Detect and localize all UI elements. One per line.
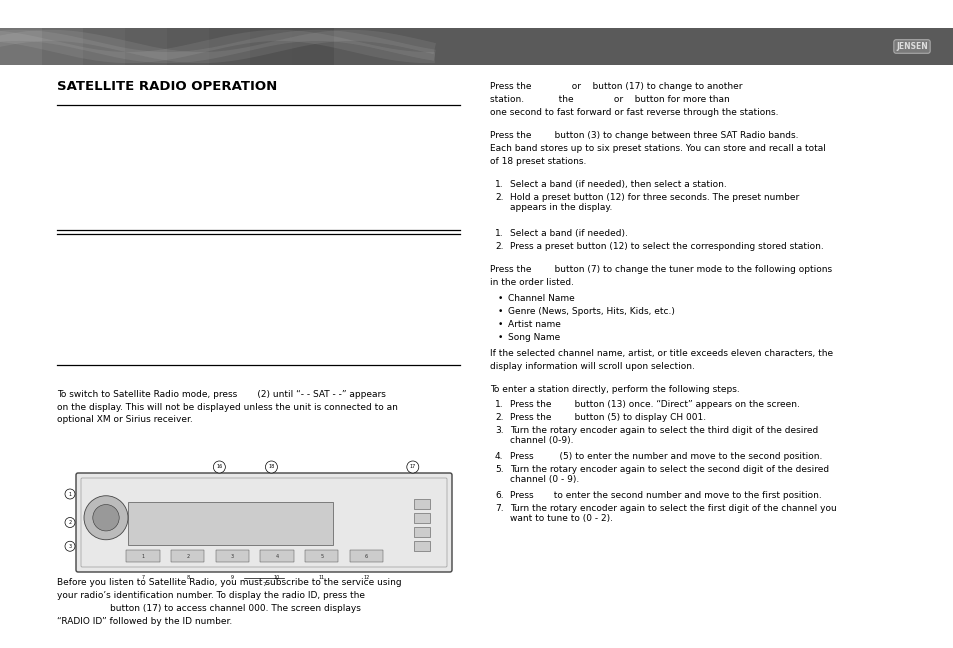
Bar xyxy=(349,550,383,562)
Text: Press a preset button (12) to select the corresponding stored station.: Press a preset button (12) to select the… xyxy=(510,242,822,251)
Text: If the selected channel name, artist, or title exceeds eleven characters, the: If the selected channel name, artist, or… xyxy=(490,349,832,358)
Text: 1: 1 xyxy=(69,491,71,496)
Text: 17: 17 xyxy=(409,465,416,470)
Text: Press the        button (3) to change between three SAT Radio bands.: Press the button (3) to change between t… xyxy=(490,131,798,140)
Text: 1.: 1. xyxy=(495,180,503,189)
Text: one second to fast forward or fast reverse through the stations.: one second to fast forward or fast rever… xyxy=(490,108,778,117)
Text: Press the        button (5) to display CH 001.: Press the button (5) to display CH 001. xyxy=(510,413,705,422)
Bar xyxy=(305,550,338,562)
Text: SATELLITE RADIO OPERATION: SATELLITE RADIO OPERATION xyxy=(57,80,277,93)
Bar xyxy=(167,28,209,65)
Bar xyxy=(414,526,430,537)
Text: 5.: 5. xyxy=(495,465,503,474)
Text: 7: 7 xyxy=(141,575,145,580)
Text: 2.: 2. xyxy=(495,413,503,422)
Circle shape xyxy=(84,496,128,540)
Text: 6.: 6. xyxy=(495,491,503,500)
Bar xyxy=(414,513,430,522)
Circle shape xyxy=(406,461,418,473)
Text: •: • xyxy=(497,307,503,316)
Bar xyxy=(260,550,294,562)
Text: •: • xyxy=(497,294,503,303)
Text: 3: 3 xyxy=(69,544,71,549)
Text: of 18 preset stations.: of 18 preset stations. xyxy=(490,157,586,166)
Text: Select a band (if needed), then select a station.: Select a band (if needed), then select a… xyxy=(510,180,726,189)
Text: 6: 6 xyxy=(364,553,368,559)
Text: 2.: 2. xyxy=(495,193,503,202)
Bar xyxy=(83,28,125,65)
Text: 2: 2 xyxy=(69,520,71,525)
Circle shape xyxy=(65,489,75,499)
Text: 4: 4 xyxy=(275,553,278,559)
Text: Turn the rotary encoder again to select the third digit of the desired
channel (: Turn the rotary encoder again to select … xyxy=(510,426,818,445)
Text: Before you listen to Satellite Radio, you must subscribe to the service using: Before you listen to Satellite Radio, yo… xyxy=(57,578,401,587)
Circle shape xyxy=(65,541,75,551)
Text: 11: 11 xyxy=(318,575,324,580)
Text: display information will scroll upon selection.: display information will scroll upon sel… xyxy=(490,362,694,371)
Text: Genre (News, Sports, Hits, Kids, etc.): Genre (News, Sports, Hits, Kids, etc.) xyxy=(507,307,674,316)
Text: 2: 2 xyxy=(186,553,189,559)
Text: 8: 8 xyxy=(186,575,189,580)
Bar xyxy=(42,28,83,65)
Text: Press the              or    button (17) to change to another: Press the or button (17) to change to an… xyxy=(490,82,741,91)
Bar xyxy=(126,550,160,562)
FancyBboxPatch shape xyxy=(76,473,452,572)
Text: 16: 16 xyxy=(216,465,222,470)
Bar xyxy=(171,550,204,562)
Bar xyxy=(209,28,250,65)
Text: Press         (5) to enter the number and move to the second position.: Press (5) to enter the number and move t… xyxy=(510,452,821,461)
Bar xyxy=(215,550,249,562)
Text: station.            the              or    button for more than: station. the or button for more than xyxy=(490,95,729,104)
Bar xyxy=(414,498,430,509)
Circle shape xyxy=(92,505,119,531)
Text: 12: 12 xyxy=(363,575,369,580)
Text: 2.: 2. xyxy=(495,242,503,251)
Text: JENSEN: JENSEN xyxy=(895,42,927,51)
Text: 7.: 7. xyxy=(495,504,503,513)
Text: 1.: 1. xyxy=(495,400,503,409)
Text: To enter a station directly, perform the following steps.: To enter a station directly, perform the… xyxy=(490,385,739,394)
Text: 5: 5 xyxy=(320,553,323,559)
Text: 3: 3 xyxy=(231,553,233,559)
Text: 18: 18 xyxy=(268,465,274,470)
Text: Hold a preset button (12) for three seconds. The preset number
appears in the di: Hold a preset button (12) for three seco… xyxy=(510,193,799,213)
Text: Artist name: Artist name xyxy=(507,320,560,329)
Text: 1: 1 xyxy=(141,553,145,559)
Text: Select a band (if needed).: Select a band (if needed). xyxy=(510,229,627,238)
Circle shape xyxy=(65,518,75,527)
Bar xyxy=(0,28,42,65)
Text: your radio’s identification number. To display the radio ID, press the: your radio’s identification number. To d… xyxy=(57,591,365,600)
Text: Channel Name: Channel Name xyxy=(507,294,574,303)
Text: 7: 7 xyxy=(262,582,266,587)
Text: in the order listed.: in the order listed. xyxy=(490,278,574,287)
Bar xyxy=(414,540,430,551)
Text: 1.: 1. xyxy=(495,229,503,238)
Bar xyxy=(0,28,953,65)
Text: Turn the rotary encoder again to select the first digit of the channel you
want : Turn the rotary encoder again to select … xyxy=(510,504,836,524)
Text: Each band stores up to six preset stations. You can store and recall a total: Each band stores up to six preset statio… xyxy=(490,144,825,153)
Text: 9: 9 xyxy=(231,575,233,580)
Text: 3.: 3. xyxy=(495,426,503,435)
Text: •: • xyxy=(497,333,503,342)
Text: •: • xyxy=(497,320,503,329)
Text: To switch to Satellite Radio mode, press       (2) until “- - SAT - -” appears
o: To switch to Satellite Radio mode, press… xyxy=(57,390,397,424)
Bar xyxy=(125,28,167,65)
Text: Press the        button (13) once. “Direct” appears on the screen.: Press the button (13) once. “Direct” app… xyxy=(510,400,799,409)
Text: Turn the rotary encoder again to select the second digit of the desired
channel : Turn the rotary encoder again to select … xyxy=(510,465,828,485)
Text: Press the        button (7) to change the tuner mode to the following options: Press the button (7) to change the tuner… xyxy=(490,265,831,274)
Text: 10: 10 xyxy=(274,575,280,580)
Bar xyxy=(292,28,334,65)
Circle shape xyxy=(213,461,225,473)
Text: button (17) to access channel 000. The screen displays: button (17) to access channel 000. The s… xyxy=(87,604,360,613)
Bar xyxy=(128,502,333,545)
Text: 4.: 4. xyxy=(495,452,503,461)
Text: Press       to enter the second number and move to the first position.: Press to enter the second number and mov… xyxy=(510,491,821,500)
Circle shape xyxy=(265,461,277,473)
Bar xyxy=(250,28,292,65)
Text: Song Name: Song Name xyxy=(507,333,559,342)
Text: “RADIO ID” followed by the ID number.: “RADIO ID” followed by the ID number. xyxy=(57,617,232,626)
